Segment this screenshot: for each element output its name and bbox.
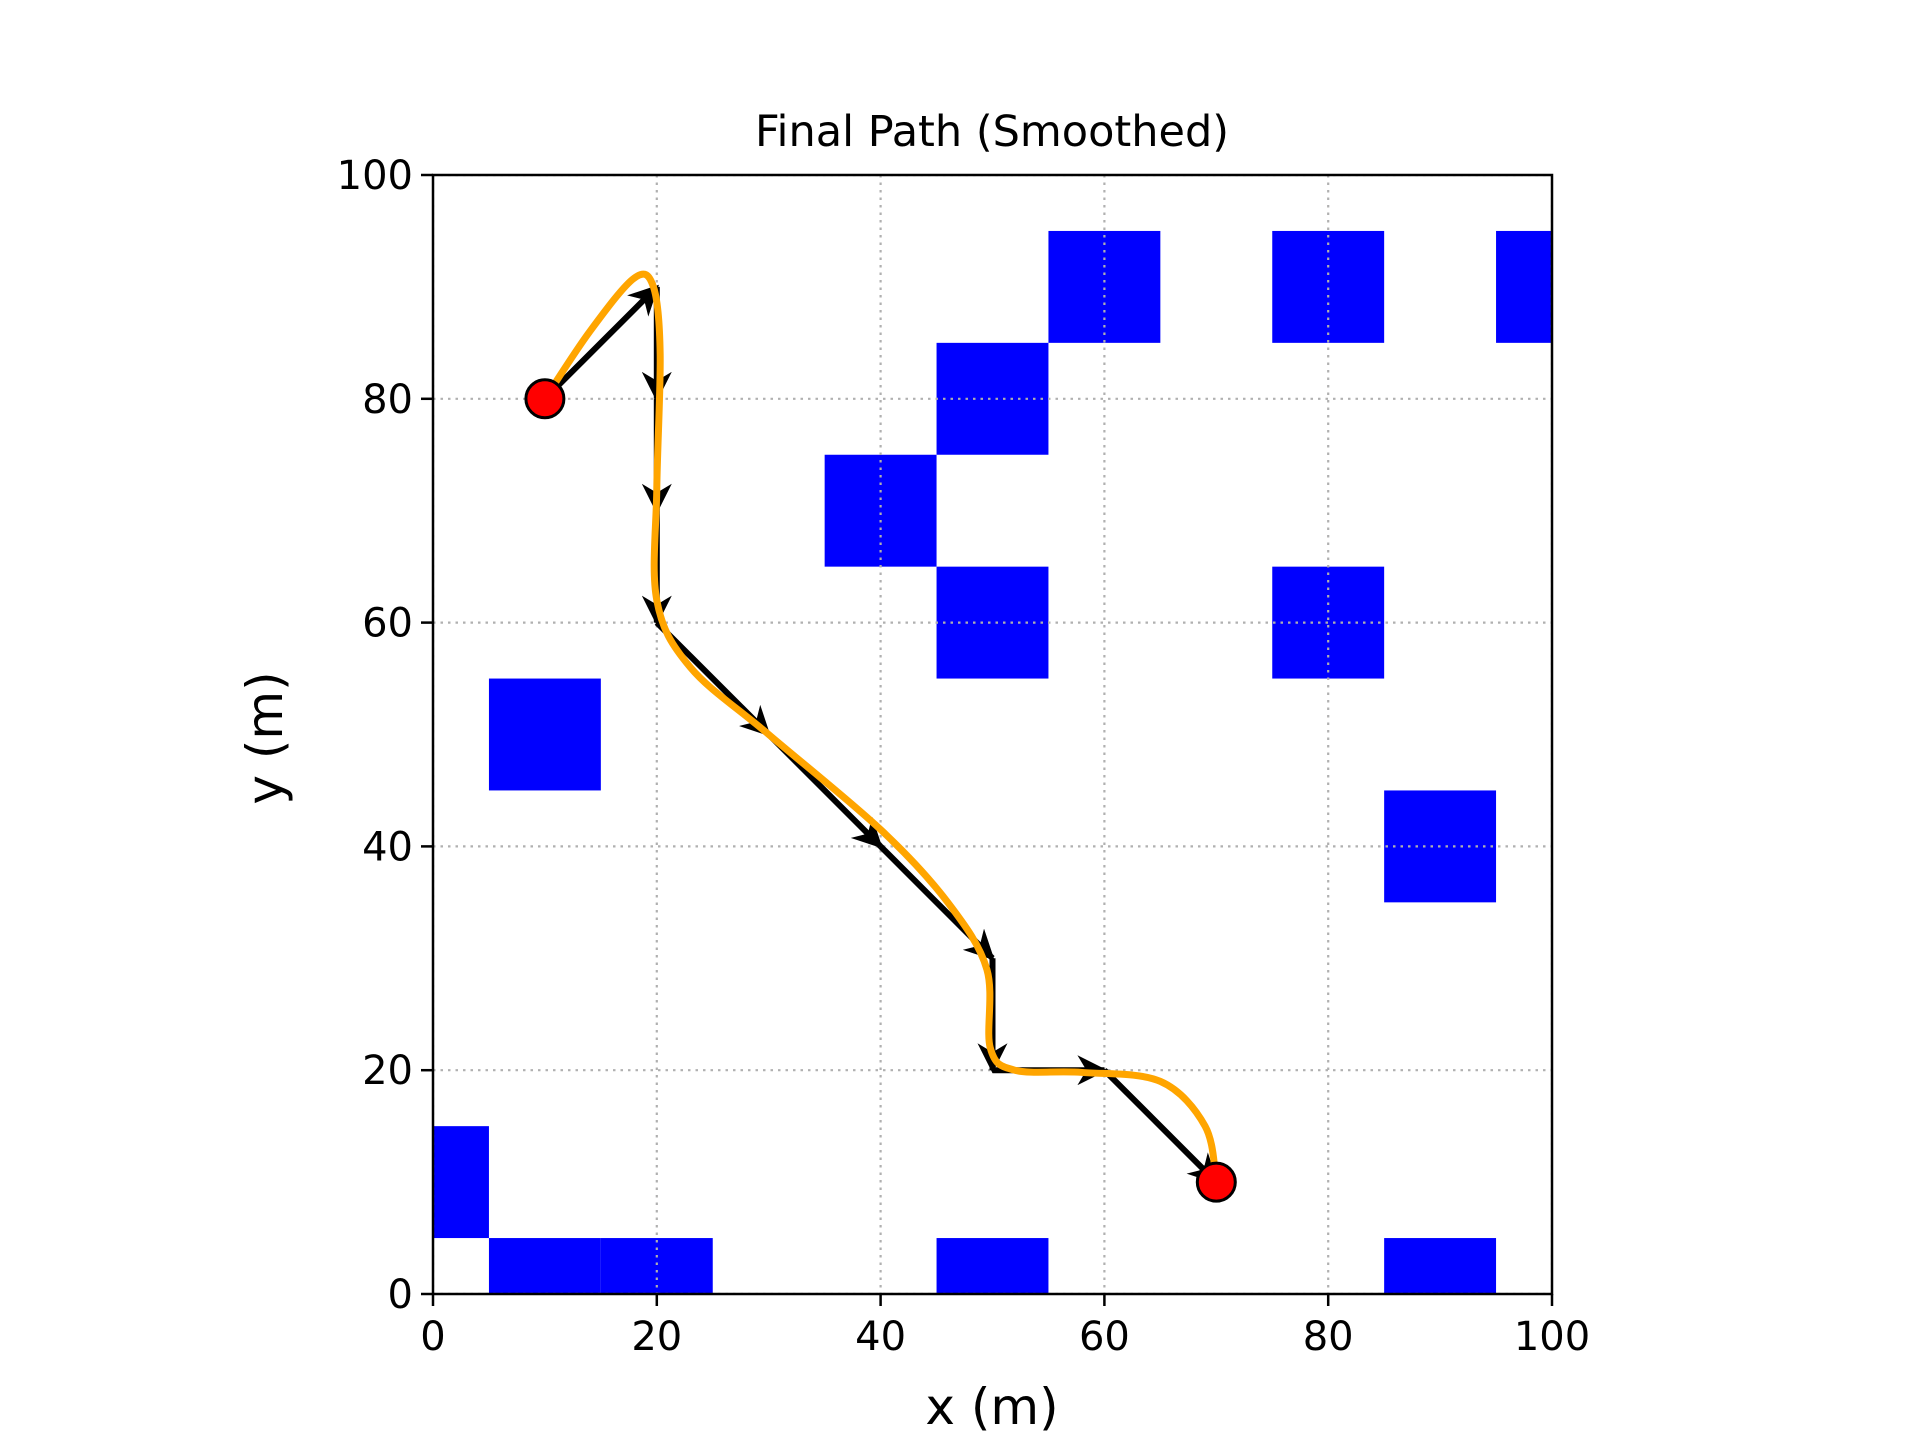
obstacle-cell bbox=[600, 1238, 713, 1294]
obstacle-cell bbox=[1496, 230, 1552, 343]
obstacle-cell bbox=[936, 1238, 1049, 1294]
axes-frame bbox=[431, 173, 1554, 1296]
path-arrow bbox=[542, 284, 659, 401]
y-tick-label: 40 bbox=[362, 824, 413, 870]
y-tick-label: 100 bbox=[337, 153, 413, 199]
x-tick-label: 60 bbox=[1079, 1314, 1130, 1360]
x-tick-label: 100 bbox=[1514, 1314, 1590, 1360]
y-tick-label: 60 bbox=[362, 601, 413, 647]
y-tick-label: 80 bbox=[362, 377, 413, 423]
y-tick-label: 20 bbox=[362, 1048, 413, 1094]
obstacle-cell bbox=[488, 678, 601, 791]
x-tick-label: 0 bbox=[420, 1314, 445, 1360]
path-arrow bbox=[1102, 1068, 1219, 1185]
obstacle-cell bbox=[936, 342, 1049, 455]
obstacle-cell bbox=[1272, 230, 1385, 343]
obstacle-cell bbox=[1384, 1238, 1497, 1294]
x-axis-label: x (m) bbox=[925, 1378, 1058, 1436]
plot-clip-group bbox=[433, 175, 1552, 1294]
obstacle-cell bbox=[1048, 230, 1161, 343]
x-tick-label: 20 bbox=[631, 1314, 682, 1360]
obstacle-cell bbox=[824, 454, 937, 567]
y-axis-label: y (m) bbox=[236, 671, 294, 804]
obstacle-cell bbox=[936, 566, 1049, 679]
y-tick-label: 0 bbox=[388, 1272, 413, 1318]
obstacle-cell bbox=[488, 1238, 601, 1294]
x-tick-label: 80 bbox=[1303, 1314, 1354, 1360]
start-marker bbox=[524, 378, 566, 420]
goal-marker bbox=[1195, 1161, 1237, 1203]
plot-area: 0 20 40 60 80 100 0 20 40 60 80 100 bbox=[337, 153, 1591, 1360]
chart-title: Final Path (Smoothed) bbox=[755, 107, 1229, 157]
smoothed-path-line bbox=[541, 270, 1220, 1186]
x-tick-label: 40 bbox=[855, 1314, 906, 1360]
obstacle-cell bbox=[433, 1126, 489, 1239]
